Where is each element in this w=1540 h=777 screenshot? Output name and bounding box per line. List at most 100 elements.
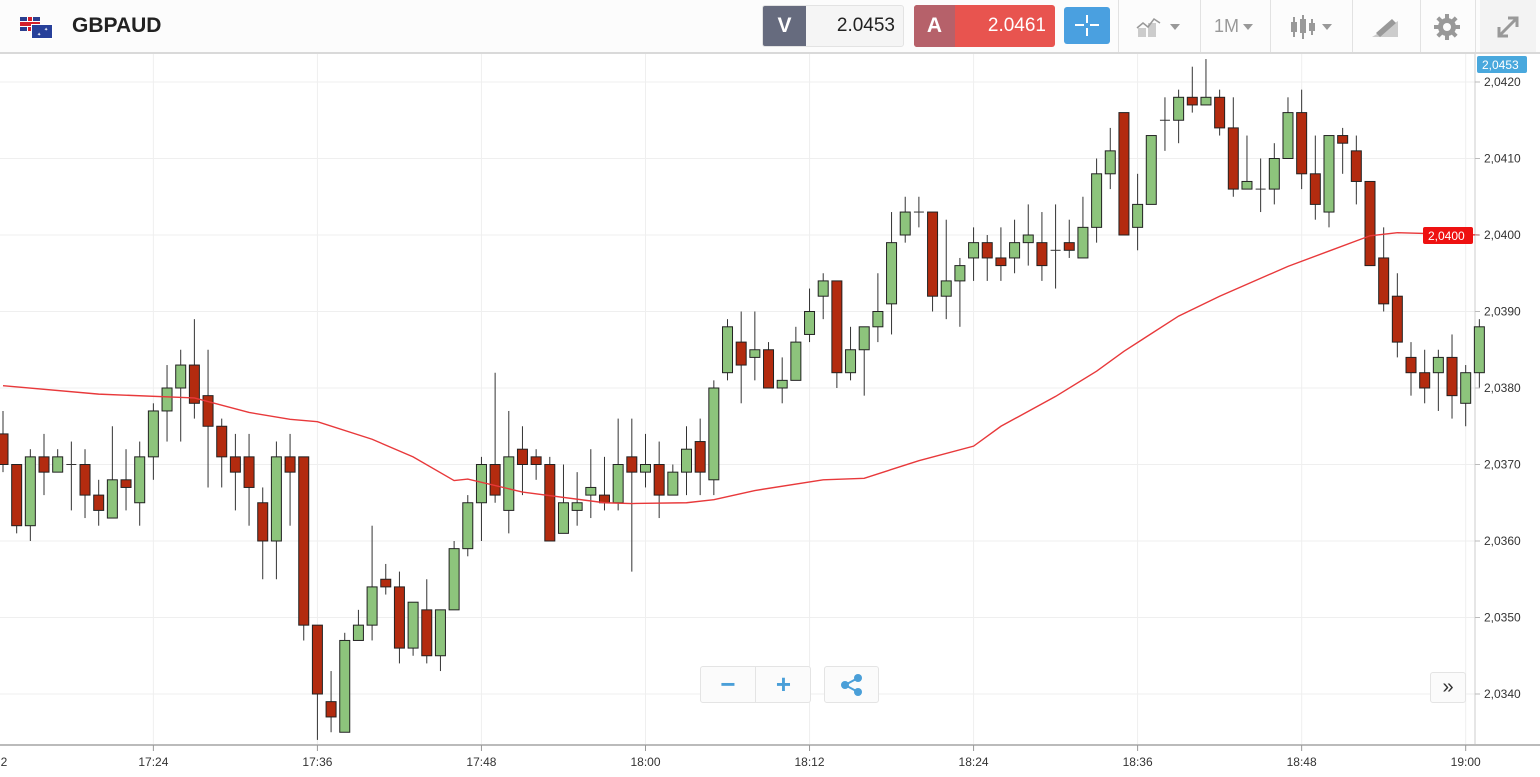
candle-up	[776, 357, 788, 404]
candle-up	[886, 212, 898, 335]
y-tick-label: 2,0400	[1484, 228, 1521, 242]
candle-body	[489, 464, 501, 496]
fullscreen-button[interactable]	[1480, 0, 1536, 52]
candle-body	[694, 441, 706, 473]
zoom-out-button[interactable]: −	[701, 667, 756, 702]
candle-body	[1227, 127, 1239, 190]
candle-up	[448, 541, 460, 611]
y-tick-label: 2,0360	[1484, 534, 1521, 548]
candle-body	[1391, 295, 1403, 343]
candle-up	[147, 403, 159, 480]
candle-body	[284, 456, 296, 473]
candle-body	[298, 456, 310, 626]
candle-body	[1173, 96, 1185, 121]
candle-up	[66, 441, 77, 511]
candle-down	[216, 418, 228, 488]
candle-body	[886, 242, 898, 305]
settings-button[interactable]	[1433, 0, 1461, 52]
candle-up	[1022, 204, 1034, 266]
candle-body	[1091, 173, 1103, 228]
candle-body	[1282, 112, 1294, 159]
y-tick-label: 2,0340	[1484, 687, 1521, 701]
candle-body	[612, 464, 624, 504]
candle-body	[585, 486, 597, 496]
indicators-button[interactable]	[1136, 0, 1180, 52]
candle-up	[462, 495, 474, 557]
scroll-to-end-button[interactable]: »	[1430, 672, 1466, 703]
candle-down	[1364, 180, 1376, 267]
y-tick-label: 2,0420	[1484, 75, 1521, 89]
candle-up	[681, 426, 692, 496]
candle-body	[216, 425, 228, 458]
crosshair-button[interactable]	[1064, 7, 1110, 44]
chart-type-dropdown[interactable]	[1290, 0, 1332, 52]
candle-up	[557, 464, 569, 534]
drawing-tools-button[interactable]	[1370, 0, 1400, 52]
candle-up	[845, 326, 857, 381]
candle-up	[913, 196, 924, 228]
candle-body	[1036, 242, 1048, 267]
candle-body	[24, 456, 36, 527]
candle-body	[1296, 112, 1308, 175]
x-tick-label: 17:24	[138, 755, 168, 769]
candle-body	[557, 502, 569, 534]
candle-down	[120, 449, 132, 511]
candle-down	[763, 342, 775, 389]
candle-body	[1186, 96, 1198, 106]
candle-up	[161, 365, 173, 442]
candle-down	[735, 311, 747, 404]
share-button[interactable]	[824, 666, 879, 703]
share-icon	[841, 674, 862, 696]
candle-up	[106, 426, 118, 519]
candle-down	[11, 464, 23, 534]
candle-body	[831, 280, 843, 374]
x-tick-label: 18:00	[630, 755, 660, 769]
candle-body	[1432, 356, 1444, 374]
candle-up	[1282, 97, 1294, 159]
candle-body	[134, 456, 146, 504]
sell-button[interactable]: V 2.0453	[762, 5, 904, 47]
candle-down	[1446, 334, 1458, 419]
candlestick-icon	[1291, 15, 1315, 40]
candle-down	[1378, 227, 1390, 312]
buy-button[interactable]: A 2.0461	[914, 5, 1055, 47]
candle-up	[585, 449, 597, 519]
candle-body	[995, 257, 1007, 267]
candle-body	[1200, 96, 1212, 106]
candle-body	[1104, 150, 1116, 175]
candle-up	[407, 601, 419, 656]
candle-up	[858, 326, 870, 396]
candle-body	[804, 311, 816, 335]
candle-body	[1132, 203, 1144, 228]
candle-body	[407, 601, 419, 649]
candle-down	[489, 372, 501, 503]
candle-body	[516, 448, 528, 466]
candle-up	[1050, 204, 1061, 289]
candle-body	[1378, 257, 1390, 305]
candle-body	[722, 326, 734, 374]
candle-body	[352, 624, 364, 641]
x-axis: 2 17:24 17:36 17:48 18:00 18:12 18:24 18:36 18:4…	[1, 745, 1481, 769]
candle-body	[393, 586, 405, 649]
candle-up	[134, 441, 146, 526]
timeframe-dropdown[interactable]: 1M	[1214, 0, 1254, 52]
candle-up	[503, 410, 515, 534]
zoom-controls: − +	[700, 666, 811, 703]
candle-up	[968, 227, 980, 281]
timeframe-label: 1M	[1214, 16, 1240, 36]
candle-up	[475, 456, 487, 541]
candle-body	[0, 433, 9, 465]
candle-up	[1104, 127, 1116, 190]
candle-down	[530, 449, 542, 480]
candle-body	[1145, 135, 1157, 205]
candle-down	[1186, 66, 1198, 113]
price-tag-bg	[1477, 56, 1527, 73]
candle-up	[722, 319, 734, 381]
candle-up	[872, 273, 884, 343]
zoom-in-button[interactable]: +	[775, 669, 792, 699]
candle-body	[626, 456, 638, 473]
price-chart[interactable]: 2,0420 2,0410 2,0400 2,0390 2,0380 2,0370 2,03…	[0, 54, 1540, 777]
candle-down	[188, 319, 200, 419]
x-tick-label: 2	[1, 755, 8, 769]
candle-body	[1118, 112, 1130, 236]
